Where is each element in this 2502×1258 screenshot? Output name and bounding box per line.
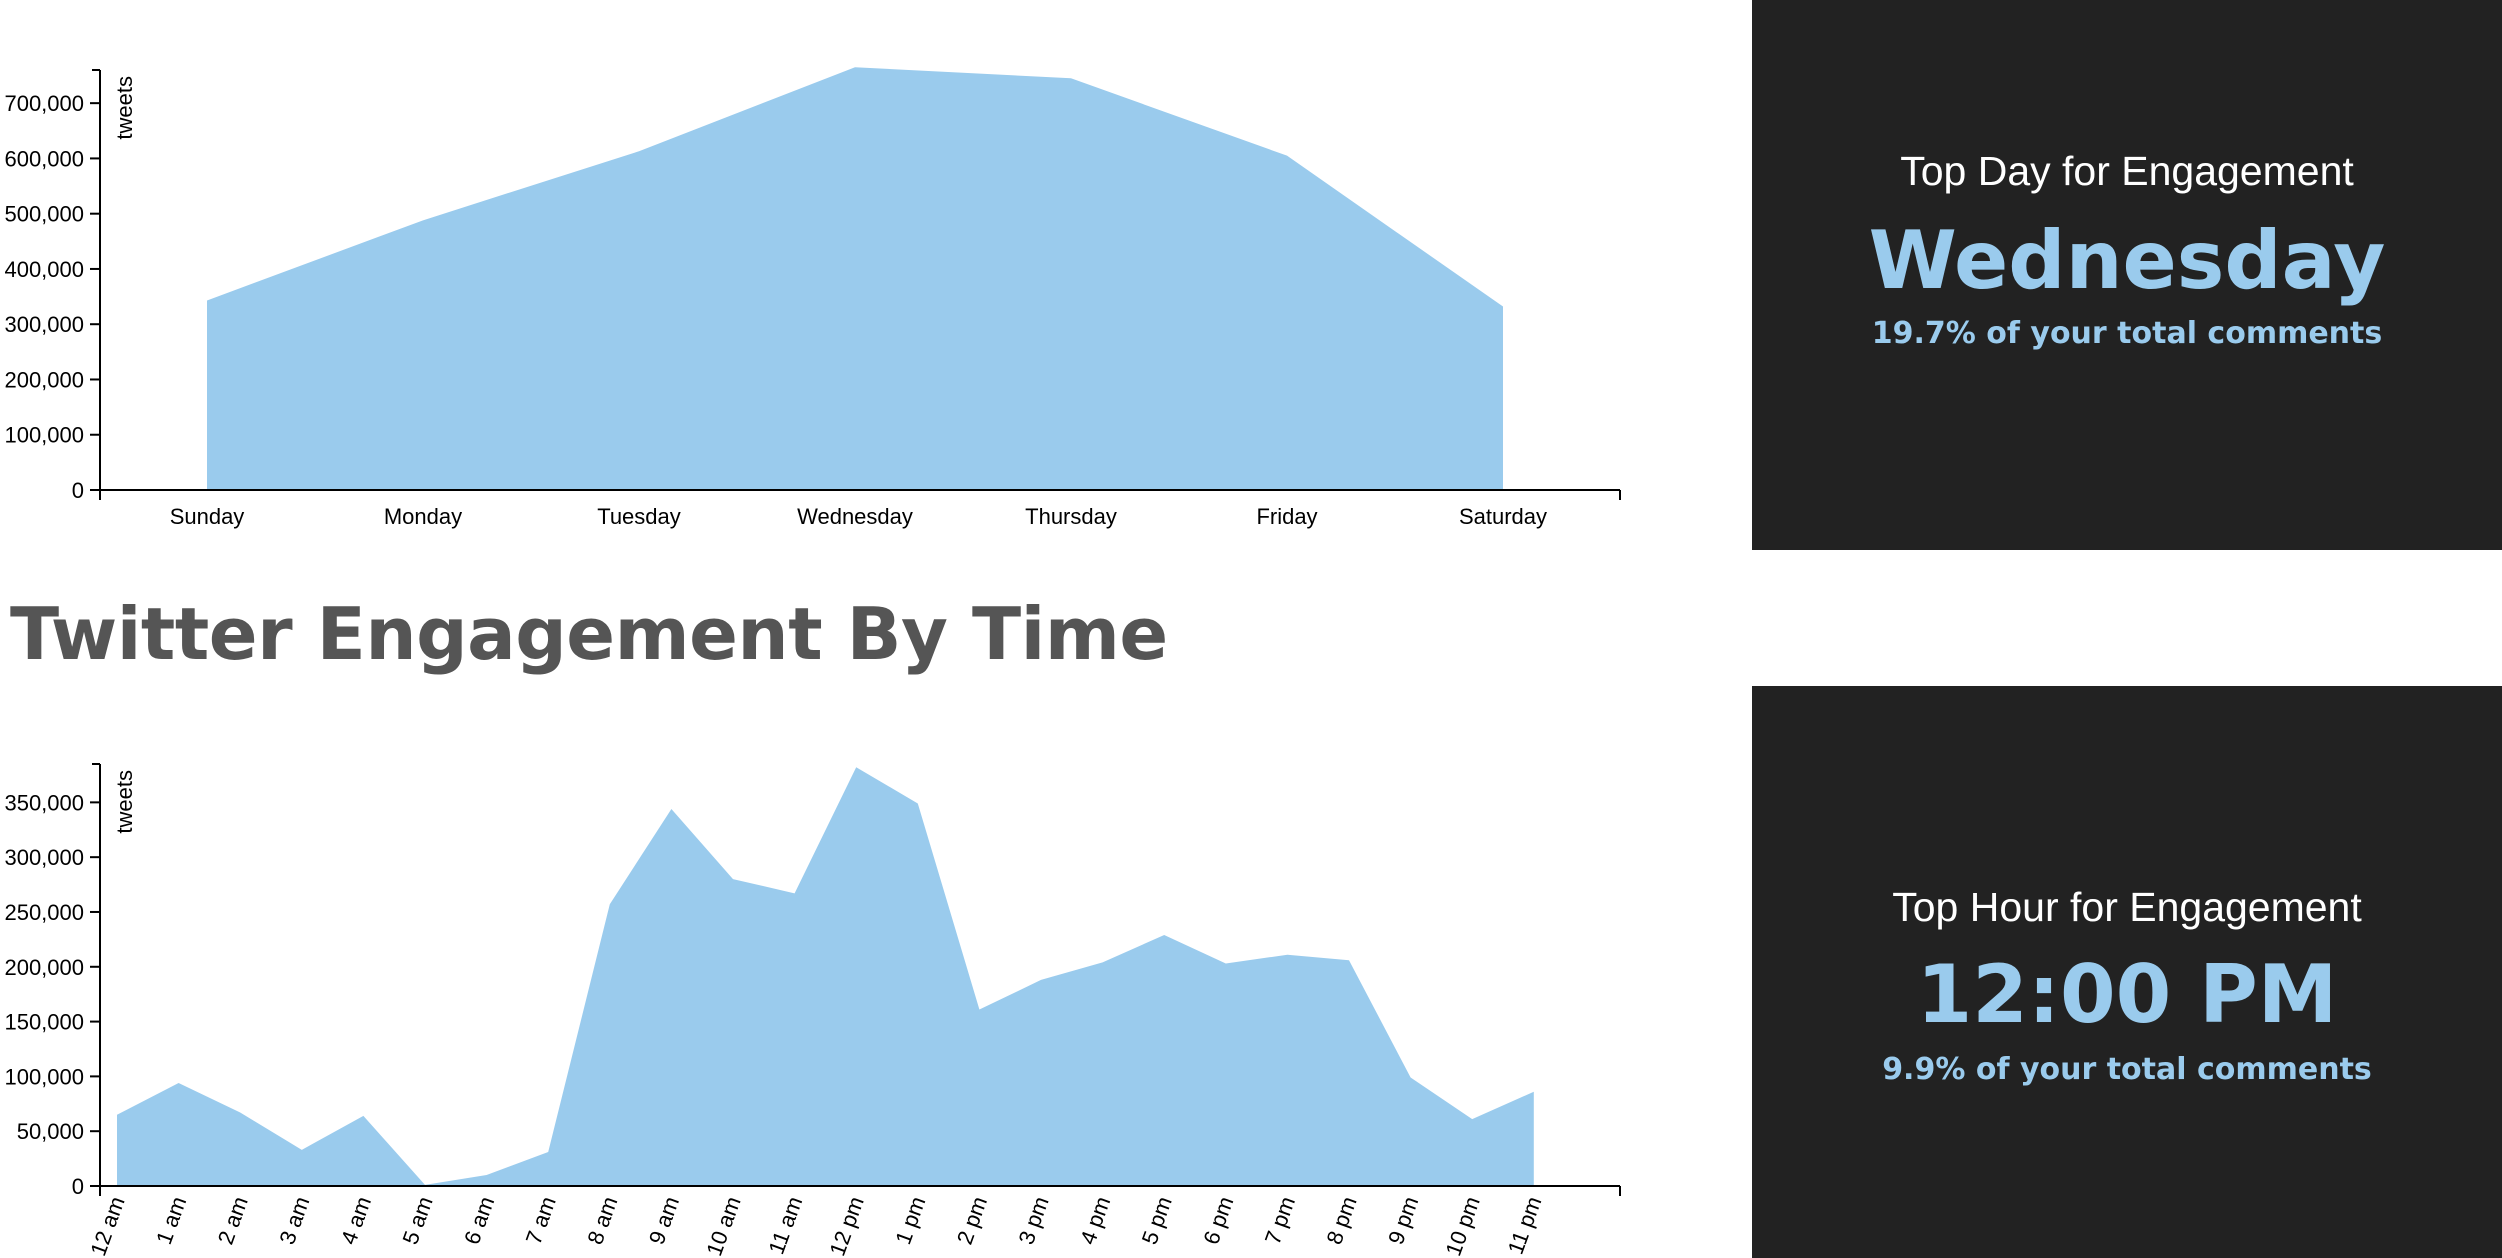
x-tick-label: Sunday	[170, 504, 245, 529]
x-tick-label: 2 pm	[952, 1193, 992, 1248]
area-series	[117, 767, 1534, 1186]
top-day-share: 19.7% of your total comments	[1871, 316, 2383, 351]
x-tick-label: 12 pm	[824, 1193, 868, 1258]
x-tick-label: Thursday	[1025, 504, 1117, 529]
section-title: Twitter Engagement By Time	[10, 592, 1168, 676]
x-tick-label: 1 am	[151, 1193, 191, 1248]
x-tick-label: 9 am	[644, 1193, 684, 1248]
x-tick-label: 5 pm	[1137, 1193, 1177, 1248]
top-day-panel: Top Day for Engagement Wednesday 19.7% o…	[1752, 0, 2502, 550]
x-tick-label: 2 am	[213, 1193, 253, 1248]
x-tick-label: Tuesday	[597, 504, 681, 529]
x-tick-label: 10 am	[701, 1193, 745, 1258]
x-tick-label: 11 am	[763, 1193, 807, 1257]
y-tick-label: 350,000	[4, 790, 84, 815]
x-tick-label: 9 pm	[1383, 1193, 1423, 1248]
y-tick-label: 0	[72, 1174, 84, 1199]
y-tick-label: 500,000	[4, 202, 84, 227]
y-axis-label: tweets	[112, 770, 137, 834]
y-tick-label: 50,000	[17, 1119, 84, 1144]
x-tick-label: 12 am	[85, 1193, 129, 1258]
x-tick-label: 8 am	[582, 1193, 622, 1248]
top-hour-value: 12:00 PM	[1916, 948, 2338, 1041]
y-tick-label: 700,000	[4, 91, 84, 116]
x-tick-label: 11 pm	[1503, 1193, 1547, 1257]
area-series	[207, 67, 1503, 490]
y-tick-label: 100,000	[4, 423, 84, 448]
x-tick-label: 4 am	[336, 1193, 376, 1248]
engagement-by-hour-chart: 0 50,000 100,000 150,000 200,000 250,000 300,0…	[4, 763, 1621, 1258]
x-tick-label: 4 pm	[1075, 1193, 1115, 1248]
top-day-label: Top Day for Engagement	[1900, 148, 2354, 194]
top-hour-panel: Top Hour for Engagement 12:00 PM 9.9% of…	[1752, 686, 2502, 1258]
x-tick-label: 6 pm	[1198, 1193, 1238, 1248]
y-tick-label: 600,000	[4, 146, 84, 171]
y-tick-label: 200,000	[4, 955, 84, 980]
x-tick-label: Saturday	[1459, 504, 1547, 529]
y-tick-label: 100,000	[4, 1064, 84, 1089]
x-tick-label: 7 pm	[1260, 1193, 1300, 1248]
top-hour-share: 9.9% of your total comments	[1882, 1052, 2372, 1087]
y-axis-label: tweets	[112, 76, 137, 140]
top-hour-label: Top Hour for Engagement	[1892, 884, 2362, 930]
x-tick-label: Monday	[384, 504, 462, 529]
top-day-value: Wednesday	[1868, 214, 2386, 307]
y-tick-label: 400,000	[4, 257, 84, 282]
x-tick-label: 10 pm	[1440, 1193, 1484, 1258]
y-tick-label: 150,000	[4, 1010, 84, 1035]
x-tick-label: Wednesday	[797, 504, 913, 529]
x-tick-label: 3 pm	[1013, 1193, 1053, 1248]
y-tick-label: 250,000	[4, 900, 84, 925]
x-tick-label: 8 pm	[1321, 1193, 1361, 1248]
x-tick-label: Friday	[1256, 504, 1317, 529]
x-tick-label: 5 am	[397, 1193, 437, 1248]
x-tick-label: 1 pm	[890, 1193, 930, 1248]
y-tick-label: 300,000	[4, 845, 84, 870]
y-tick-label: 0	[72, 478, 84, 503]
y-tick-label: 200,000	[4, 367, 84, 392]
x-tick-label: 3 am	[274, 1193, 314, 1248]
y-tick-label: 300,000	[4, 312, 84, 337]
engagement-by-day-chart: 0 100,000 200,000 300,000 400,000 500,000 600,…	[4, 67, 1621, 529]
x-tick-label: 6 am	[459, 1193, 499, 1248]
x-tick-label: 7 am	[521, 1193, 561, 1248]
